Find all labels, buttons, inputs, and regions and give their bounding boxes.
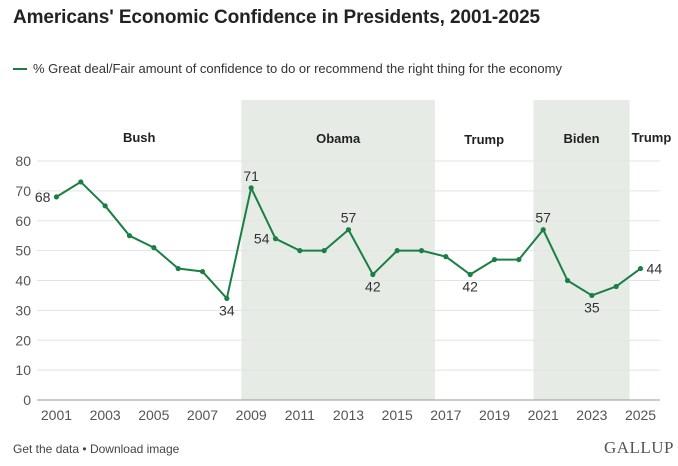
data-point-2022 xyxy=(564,277,571,284)
data-point-2010 xyxy=(272,236,279,242)
data-point-2021 xyxy=(540,227,546,233)
x-tick-label: 2009 xyxy=(236,407,267,423)
x-tick-label: 2013 xyxy=(333,407,364,423)
data-label-2013: 57 xyxy=(341,210,357,226)
data-point-2004 xyxy=(126,233,133,239)
gallup-logo: GALLUP xyxy=(603,438,674,457)
data-point-2009 xyxy=(248,185,254,191)
data-label-2023: 35 xyxy=(584,299,600,315)
data-point-2015 xyxy=(394,248,400,254)
data-point-2019 xyxy=(491,256,498,263)
y-tick-label: 70 xyxy=(15,183,31,199)
data-point-2002 xyxy=(78,179,84,185)
y-tick-label: 60 xyxy=(15,213,31,229)
series-points xyxy=(53,179,644,302)
data-label-2009: 71 xyxy=(243,168,259,184)
data-label-2021: 57 xyxy=(535,210,551,226)
data-label-2001: 68 xyxy=(35,189,51,205)
data-point-2007 xyxy=(199,268,206,275)
y-axis-labels: 0 10 20 30 40 50 60 70 80 xyxy=(15,153,31,408)
y-tick-label: 80 xyxy=(15,153,31,169)
data-label-2010: 54 xyxy=(254,231,270,247)
x-tick-label: 2025 xyxy=(625,407,656,423)
x-tick-label: 2017 xyxy=(430,407,461,423)
data-point-2020 xyxy=(516,256,522,263)
legend-label: % Great deal/Fair amount of confidence t… xyxy=(33,61,562,76)
data-point-2001 xyxy=(53,194,60,200)
x-tick-label: 2003 xyxy=(90,407,121,423)
presidency-label-trump: Trump xyxy=(464,132,504,147)
data-point-2014 xyxy=(370,271,376,278)
x-tick-label: 2001 xyxy=(41,407,72,423)
data-point-2023 xyxy=(589,292,595,299)
y-tick-label: 50 xyxy=(15,243,31,259)
gridlines xyxy=(37,160,660,401)
data-point-2008 xyxy=(224,295,230,302)
y-tick-label: 0 xyxy=(23,392,31,408)
data-point-2012 xyxy=(321,248,327,254)
x-tick-label: 2005 xyxy=(138,407,169,423)
data-point-2005 xyxy=(151,245,157,251)
chart-title: Americans' Economic Confidence in Presid… xyxy=(13,7,541,28)
data-point-2006 xyxy=(175,265,181,272)
data-point-2016 xyxy=(418,248,425,254)
presidency-label-obama: Obama xyxy=(316,131,361,146)
x-tick-label: 2023 xyxy=(576,407,607,423)
data-point-2011 xyxy=(297,248,303,254)
data-label-2018: 42 xyxy=(462,279,478,295)
footer-links: Get the data • Download image xyxy=(13,442,179,456)
y-tick-label: 10 xyxy=(15,362,31,378)
presidency-band-biden xyxy=(533,100,630,400)
y-tick-label: 30 xyxy=(15,302,31,318)
presidency-label-biden: Biden xyxy=(563,131,599,146)
data-point-2025 xyxy=(637,265,644,272)
data-label-2014: 42 xyxy=(365,279,381,295)
x-tick-label: 2019 xyxy=(479,407,510,423)
x-axis-labels: 2001 2003 2005 2007 2009 2011 2013 2015 2017 2019… xyxy=(41,407,656,423)
x-tick-label: 2011 xyxy=(285,407,315,423)
footer-separator: • xyxy=(82,442,87,456)
x-tick-label: 2021 xyxy=(528,407,559,423)
presidency-labels: Bush Obama Trump Biden Trump xyxy=(123,130,671,147)
data-labels: 68 34 71 54 57 42 42 57 35 44 xyxy=(35,168,662,319)
legend-swatch xyxy=(13,67,27,70)
download-image-link[interactable]: Download image xyxy=(89,442,180,456)
data-point-2017 xyxy=(443,254,449,260)
x-tick-label: 2007 xyxy=(187,407,218,423)
data-point-2024 xyxy=(613,283,619,290)
data-point-2013 xyxy=(345,227,352,233)
data-label-2008: 34 xyxy=(219,302,235,318)
y-tick-label: 20 xyxy=(15,332,31,348)
presidency-label-bush: Bush xyxy=(123,130,156,145)
data-label-2025: 44 xyxy=(647,261,663,277)
y-tick-label: 40 xyxy=(15,273,31,289)
presidency-label-trump: Trump xyxy=(632,130,672,145)
x-tick-label: 2015 xyxy=(382,407,413,423)
get-data-link[interactable]: Get the data xyxy=(13,442,80,456)
data-point-2003 xyxy=(102,203,108,209)
data-point-2018 xyxy=(467,271,473,278)
legend: % Great deal/Fair amount of confidence t… xyxy=(13,61,562,76)
